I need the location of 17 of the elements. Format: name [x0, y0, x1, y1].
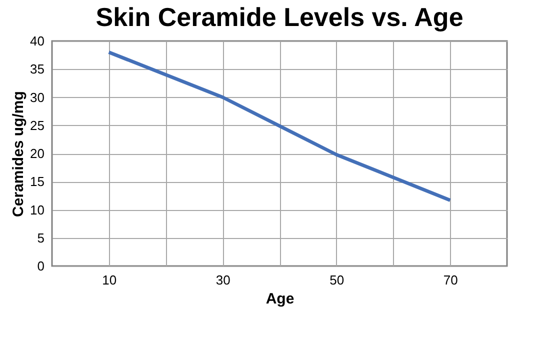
y-tick-label: 30 — [30, 90, 44, 105]
y-tick-label: 40 — [30, 34, 44, 48]
y-tick-label: 15 — [30, 174, 44, 190]
chart-title: Skin Ceramide Levels vs. Age — [96, 2, 464, 32]
y-axis-title: Ceramides ug/mg — [10, 91, 28, 217]
x-axis-title: Age — [266, 290, 294, 308]
x-tick-label: 50 — [330, 272, 344, 288]
y-tick-label: 5 — [37, 230, 44, 246]
x-tick-label: 30 — [216, 272, 230, 288]
y-tick-label: 10 — [30, 202, 44, 218]
y-tick-label: 20 — [30, 146, 44, 161]
line-series — [107, 50, 452, 202]
x-tick-label: 10 — [102, 272, 117, 288]
y-tick-label: 0 — [37, 258, 44, 274]
y-tick-label: 25 — [30, 118, 44, 133]
x-tick-label: 70 — [443, 272, 458, 288]
y-tick-label: 35 — [30, 62, 44, 77]
